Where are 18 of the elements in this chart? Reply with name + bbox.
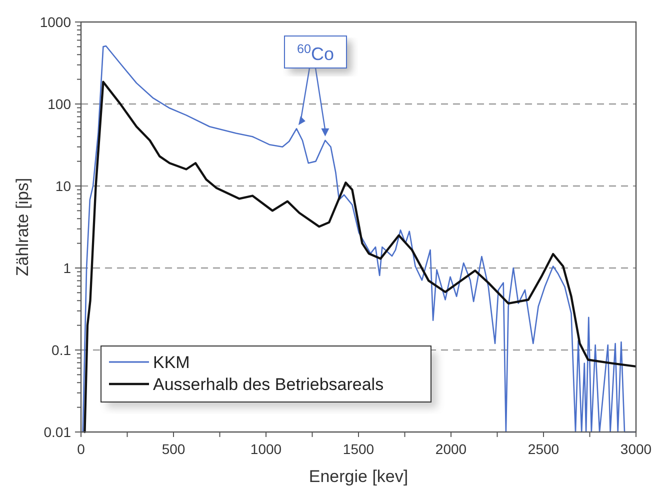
legend-label: KKM <box>153 353 190 372</box>
x-tick-label: 1000 <box>250 441 282 457</box>
x-tick-label: 2500 <box>528 441 560 457</box>
annotation: $^{60}$Co <box>296 42 334 64</box>
x-tick-label: 2000 <box>435 441 467 457</box>
x-axis-title: Energie [kev] <box>308 467 408 486</box>
y-axis-title: Zählrate [ips] <box>13 178 32 276</box>
y-tick-label: 1 <box>63 260 72 276</box>
legend-label: Ausserhalb des Betriebsareals <box>153 375 384 394</box>
y-tick-label: 0.1 <box>52 342 72 358</box>
x-tick-label: 500 <box>162 441 186 457</box>
y-tick-label: 1000 <box>40 14 72 30</box>
x-tick-label: 3000 <box>620 441 652 457</box>
y-tick-label: 10 <box>55 178 72 194</box>
x-tick-label: 1500 <box>342 441 374 457</box>
y-tick-label: 0.01 <box>44 424 72 440</box>
x-tick-label: 0 <box>77 441 86 457</box>
y-tick-label: 100 <box>48 96 72 112</box>
